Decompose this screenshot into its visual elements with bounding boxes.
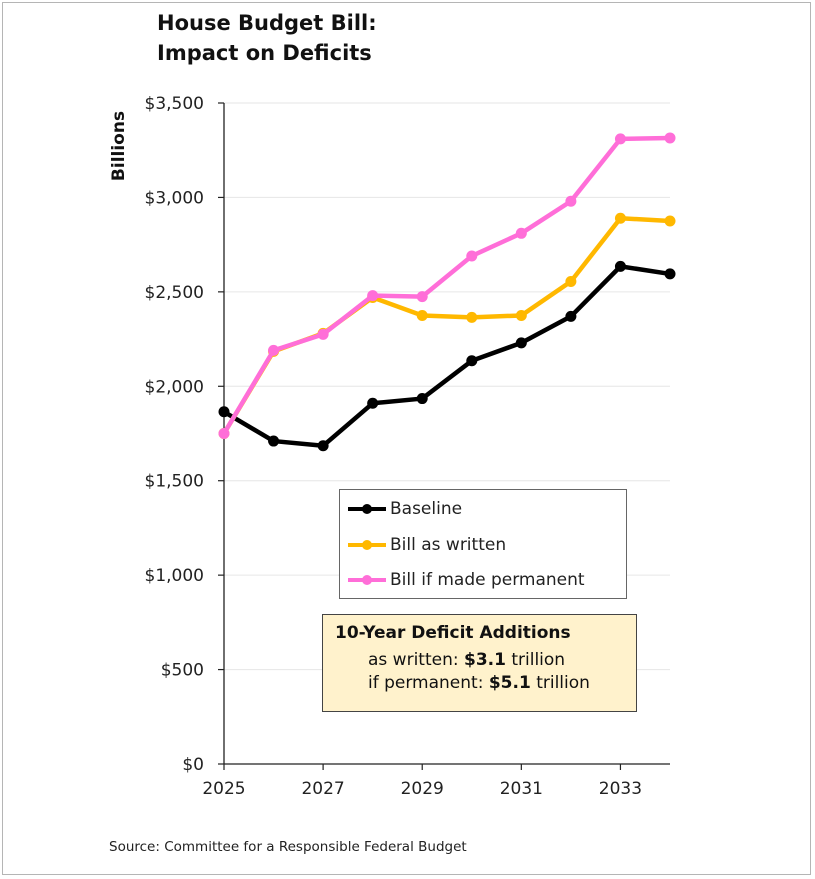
data-point-permanent-2031 [515,227,527,239]
data-point-permanent-2027 [317,328,329,340]
source-note: Source: Committee for a Responsible Fede… [109,839,467,855]
legend-swatch-baseline [348,498,386,520]
data-point-baseline-2025 [218,406,230,418]
data-point-baseline-2026 [268,435,280,447]
y-tick-label-1500: $1,500 [145,472,204,492]
data-point-baseline-2034 [664,268,676,280]
x-tick-label-2029: 2029 [401,779,444,799]
y-tick-label-3500: $3,500 [145,94,204,114]
callout-permanent-suffix: trillion [530,673,590,693]
y-axis-label: Billions [109,110,129,182]
data-point-baseline-2029 [416,393,428,405]
data-point-baseline-2032 [565,310,577,322]
chart-title-line-2: Impact on Deficits [157,41,372,65]
callout-permanent-line: if permanent: $5.1 trillion [368,673,590,693]
data-point-permanent-2025 [218,428,230,439]
y-tick-label-2500: $2,500 [145,283,204,303]
legend-label-written: Bill as written [390,535,507,555]
data-point-written-2033 [614,212,626,224]
y-tick-label-1000: $1,000 [145,566,204,586]
data-point-baseline-2027 [317,440,329,452]
legend-item-baseline: Baseline [348,498,462,520]
callout-permanent-value: $5.1 [488,673,531,693]
legend-label-baseline: Baseline [390,499,463,519]
data-point-baseline-2028 [367,397,379,409]
deficit-additions-callout: 10-Year Deficit Additions as written: $3… [322,614,637,712]
data-point-written-2034 [664,215,676,227]
data-point-permanent-2026 [268,344,280,356]
y-tick-label-500: $500 [161,661,204,681]
callout-written-value: $3.1 [464,650,506,670]
legend-label-permanent: Bill if made permanent [390,570,585,590]
data-point-permanent-2032 [565,195,577,207]
callout-written-suffix: trillion [505,650,566,670]
callout-written-prefix: as written: [368,650,464,670]
legend-swatch-permanent [348,569,386,591]
data-point-written-2031 [515,309,527,321]
data-point-written-2032 [565,275,577,287]
x-tick-label-2033: 2033 [599,779,642,799]
series-line-permanent [221,135,673,436]
legend-item-permanent: Bill if made permanent [348,569,585,591]
data-point-baseline-2030 [466,355,478,367]
series-line-written [221,215,673,436]
x-tick-label-2027: 2027 [301,779,344,799]
data-point-baseline-2033 [614,260,626,272]
callout-permanent-prefix: if permanent: [368,673,489,693]
y-tick-label-3000: $3,000 [145,188,204,208]
x-tick-label-2025: 2025 [202,779,245,799]
data-point-permanent-2030 [466,250,478,262]
chart-legend: Baseline Bill as written Bill if made pe… [339,489,627,599]
y-tick-label-2000: $2,000 [145,377,204,397]
series-line-baseline [221,264,673,449]
data-point-permanent-2033 [614,133,626,145]
callout-written-line: as written: $3.1 trillion [368,650,565,670]
x-tick-label-2031: 2031 [500,779,543,799]
legend-swatch-written [348,534,386,556]
y-tick-label-0: $0 [182,755,204,775]
callout-heading: 10-Year Deficit Additions [335,623,571,643]
data-point-permanent-2029 [416,291,428,303]
chart-title-line-1: House Budget Bill: [157,11,377,35]
legend-item-written: Bill as written [348,534,506,556]
data-point-written-2030 [466,311,478,323]
data-point-written-2029 [416,309,428,321]
data-point-permanent-2034 [664,132,676,144]
data-point-baseline-2031 [515,337,527,349]
data-point-permanent-2028 [367,290,379,302]
chart-title: House Budget Bill: Impact on Deficits [157,8,377,68]
